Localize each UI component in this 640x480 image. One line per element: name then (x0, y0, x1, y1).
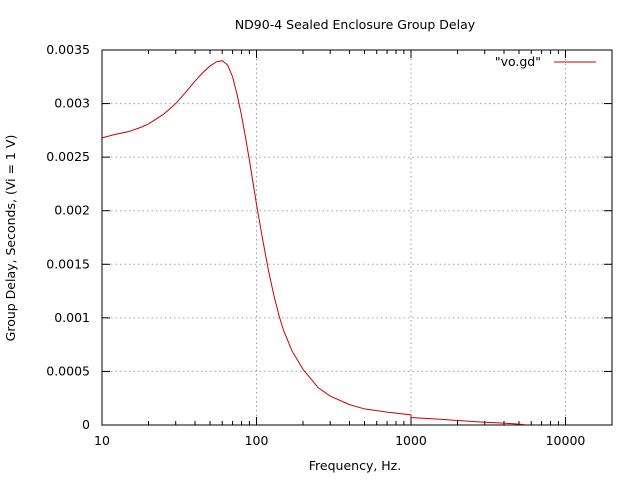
legend: "vo.gd" (495, 54, 596, 69)
chart-title: ND90-4 Sealed Enclosure Group Delay (235, 17, 476, 32)
y-tick-labels: 0 0.0005 0.001 0.0015 0.002 0.0025 0.003 0.0035 (46, 42, 90, 432)
y-tick-label: 0.0015 (46, 256, 90, 271)
grid-lines (102, 50, 612, 425)
y-tick-label: 0.001 (54, 310, 90, 325)
y-tick-label: 0 (82, 417, 90, 432)
y-tick-label: 0.002 (54, 203, 90, 218)
y-axis-label: Group Delay, Seconds, (Vi = 1 V) (3, 135, 18, 342)
y-tick-label: 0.0025 (46, 149, 90, 164)
y-tick-label: 0.003 (54, 96, 90, 111)
y-tick-label: 0.0005 (46, 363, 90, 378)
x-tick-label: 1000 (395, 433, 427, 448)
x-tick-labels: 10 100 1000 10000 (94, 433, 585, 448)
x-axis-label: Frequency, Hz. (309, 458, 401, 473)
axis-ticks (101, 49, 612, 426)
series-group (101, 60, 526, 426)
x-tick-label: 100 (245, 433, 269, 448)
legend-label: "vo.gd" (495, 54, 541, 69)
y-tick-label: 0.0035 (46, 42, 90, 57)
x-tick-label: 10 (94, 433, 110, 448)
plot-frame (101, 49, 613, 426)
x-tick-label: 10000 (546, 433, 586, 448)
series-line (101, 60, 526, 426)
